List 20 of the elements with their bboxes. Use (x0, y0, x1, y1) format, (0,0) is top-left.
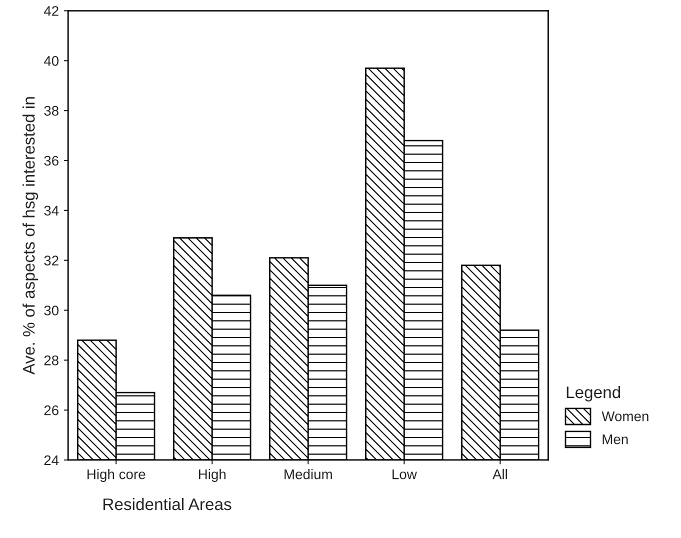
y-tick-label: 30 (44, 306, 59, 316)
x-tick-label: High core (88, 469, 146, 482)
x-axis-title: Residential Areas (104, 498, 232, 510)
x-tick-label: Medium (284, 469, 332, 480)
y-tick-label: 42 (44, 6, 58, 16)
y-axis-title: Ave. % of aspects of hsg interested in (22, 97, 38, 375)
y-tick-label: 34 (44, 206, 59, 216)
legend-label: Women (602, 412, 648, 422)
y-tick-label: 28 (44, 355, 58, 366)
y-tick-label: 38 (44, 106, 58, 116)
legend-title: Legend (566, 386, 620, 402)
y-tick-label: 36 (44, 156, 58, 166)
x-tick-label: Low (392, 470, 417, 480)
x-tick-label: All (492, 469, 507, 480)
y-tick-label: 32 (44, 256, 58, 266)
y-tick-label: 24 (44, 455, 59, 466)
x-tick-label: High (198, 469, 226, 482)
y-tick-label: 26 (44, 405, 58, 416)
y-tick-label: 40 (44, 56, 59, 66)
legend-label: Men (602, 434, 628, 444)
